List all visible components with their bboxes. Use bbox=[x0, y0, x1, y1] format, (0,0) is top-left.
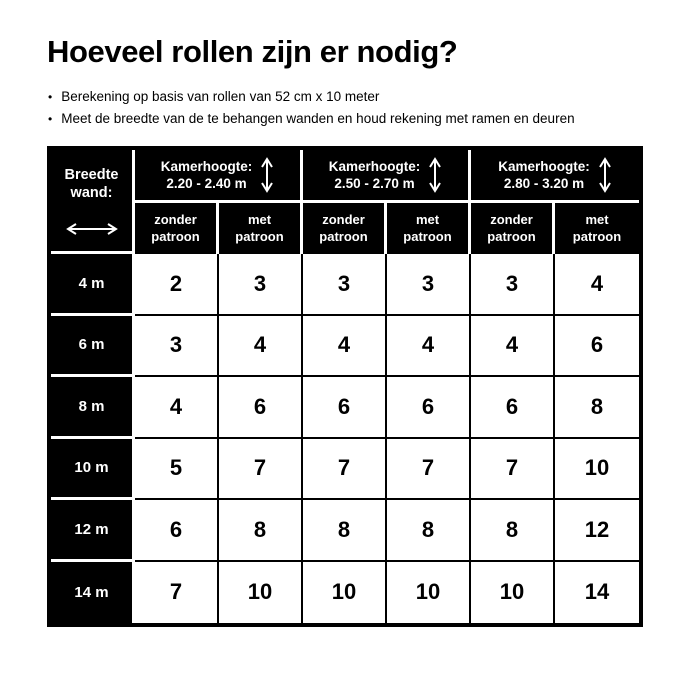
subheader-met-patroon: met patroon bbox=[219, 203, 303, 254]
table-cell: 6 bbox=[135, 500, 219, 562]
table-cell: 7 bbox=[303, 438, 387, 500]
table-cell: 10 bbox=[303, 561, 387, 623]
table-cell: 6 bbox=[555, 315, 639, 377]
group-header-line2: 2.80 - 3.20 m bbox=[503, 176, 585, 191]
subheader-line2: patroon bbox=[403, 228, 452, 244]
horizontal-double-arrow-icon bbox=[65, 222, 118, 235]
table-cell: 4 bbox=[471, 315, 555, 377]
table-cell: 4 bbox=[219, 315, 303, 377]
table-cell: 8 bbox=[303, 500, 387, 562]
group-header-line1: Kamerhoogte: bbox=[328, 159, 421, 174]
table-cell: 10 bbox=[387, 561, 471, 623]
table-cell: 3 bbox=[135, 315, 219, 377]
table-cell: 4 bbox=[387, 315, 471, 377]
table-cell: 10 bbox=[555, 438, 639, 500]
table-cell: 8 bbox=[471, 500, 555, 562]
table-cell: 7 bbox=[135, 561, 219, 623]
vertical-double-arrow-icon bbox=[429, 157, 442, 193]
corner-header-breedte-wand: Breedte wand: bbox=[51, 150, 135, 254]
table-cell: 3 bbox=[471, 254, 555, 316]
group-header-line1: Kamerhoogte: bbox=[160, 159, 253, 174]
subheader-met-patroon: met patroon bbox=[555, 203, 639, 254]
table-cell: 6 bbox=[471, 377, 555, 439]
group-header-line1: Kamerhoogte: bbox=[498, 159, 590, 174]
bullet-item: • Berekening op basis van rollen van 52 … bbox=[48, 86, 575, 108]
rolls-needed-table: Breedte wand: Kamerhoogte: 2.20 - 2.40 m bbox=[47, 146, 643, 627]
table-cell: 14 bbox=[555, 561, 639, 623]
vertical-double-arrow-icon bbox=[598, 157, 611, 193]
row-label: 10 m bbox=[51, 438, 135, 500]
subheader-line2: patroon bbox=[319, 228, 368, 244]
bullet-icon: • bbox=[48, 90, 53, 104]
table-cell: 4 bbox=[135, 377, 219, 439]
subheader-zonder-patroon: zonder patroon bbox=[135, 203, 219, 254]
bullet-icon: • bbox=[48, 112, 53, 126]
column-group-kamerhoogte-220-240: Kamerhoogte: 2.20 - 2.40 m bbox=[135, 150, 303, 203]
table-cell: 7 bbox=[219, 438, 303, 500]
bullet-text: Berekening op basis van rollen van 52 cm… bbox=[61, 89, 380, 104]
table-cell: 3 bbox=[219, 254, 303, 316]
table-cell: 7 bbox=[471, 438, 555, 500]
table-cell: 12 bbox=[555, 500, 639, 562]
table-cell: 4 bbox=[303, 315, 387, 377]
group-header-line2: 2.20 - 2.40 m bbox=[166, 176, 247, 191]
table-cell: 8 bbox=[387, 500, 471, 562]
column-group-kamerhoogte-280-320: Kamerhoogte: 2.80 - 3.20 m bbox=[471, 150, 639, 203]
table-cell: 6 bbox=[387, 377, 471, 439]
table-cell: 10 bbox=[219, 561, 303, 623]
table-cell: 2 bbox=[135, 254, 219, 316]
vertical-double-arrow-icon bbox=[261, 157, 274, 193]
subheader-line2: patroon bbox=[151, 228, 200, 244]
subheader-line1: met bbox=[247, 212, 272, 227]
row-label: 6 m bbox=[51, 315, 135, 377]
row-label: 12 m bbox=[51, 500, 135, 562]
subheader-line1: met bbox=[415, 212, 440, 227]
group-header-line2: 2.50 - 2.70 m bbox=[334, 176, 415, 191]
table-cell: 6 bbox=[219, 377, 303, 439]
corner-header-line2: wand: bbox=[70, 184, 113, 201]
table-cell: 7 bbox=[387, 438, 471, 500]
table-cell: 3 bbox=[387, 254, 471, 316]
subheader-line2: patroon bbox=[572, 228, 622, 244]
row-label: 14 m bbox=[51, 561, 135, 623]
page-title: Hoeveel rollen zijn er nodig? bbox=[47, 34, 458, 69]
table-cell: 3 bbox=[303, 254, 387, 316]
subheader-line1: zonder bbox=[154, 212, 197, 227]
table-cell: 10 bbox=[471, 561, 555, 623]
row-label: 8 m bbox=[51, 377, 135, 439]
subheader-line1: zonder bbox=[490, 212, 533, 227]
table-cell: 8 bbox=[219, 500, 303, 562]
subheader-line1: zonder bbox=[322, 212, 365, 227]
subheader-line2: patroon bbox=[487, 228, 536, 244]
corner-header-line1: Breedte bbox=[64, 166, 119, 183]
row-label: 4 m bbox=[51, 254, 135, 316]
table-cell: 4 bbox=[555, 254, 639, 316]
column-group-kamerhoogte-250-270: Kamerhoogte: 2.50 - 2.70 m bbox=[303, 150, 471, 203]
subheader-zonder-patroon: zonder patroon bbox=[471, 203, 555, 254]
bullet-list: • Berekening op basis van rollen van 52 … bbox=[48, 86, 575, 130]
table-cell: 8 bbox=[555, 377, 639, 439]
bullet-text: Meet de breedte van de te behangen wande… bbox=[61, 111, 575, 126]
bullet-item: • Meet de breedte van de te behangen wan… bbox=[48, 108, 575, 130]
table-cell: 5 bbox=[135, 438, 219, 500]
subheader-line1: met bbox=[585, 212, 609, 227]
subheader-met-patroon: met patroon bbox=[387, 203, 471, 254]
subheader-line2: patroon bbox=[235, 228, 284, 244]
table-cell: 6 bbox=[303, 377, 387, 439]
subheader-zonder-patroon: zonder patroon bbox=[303, 203, 387, 254]
